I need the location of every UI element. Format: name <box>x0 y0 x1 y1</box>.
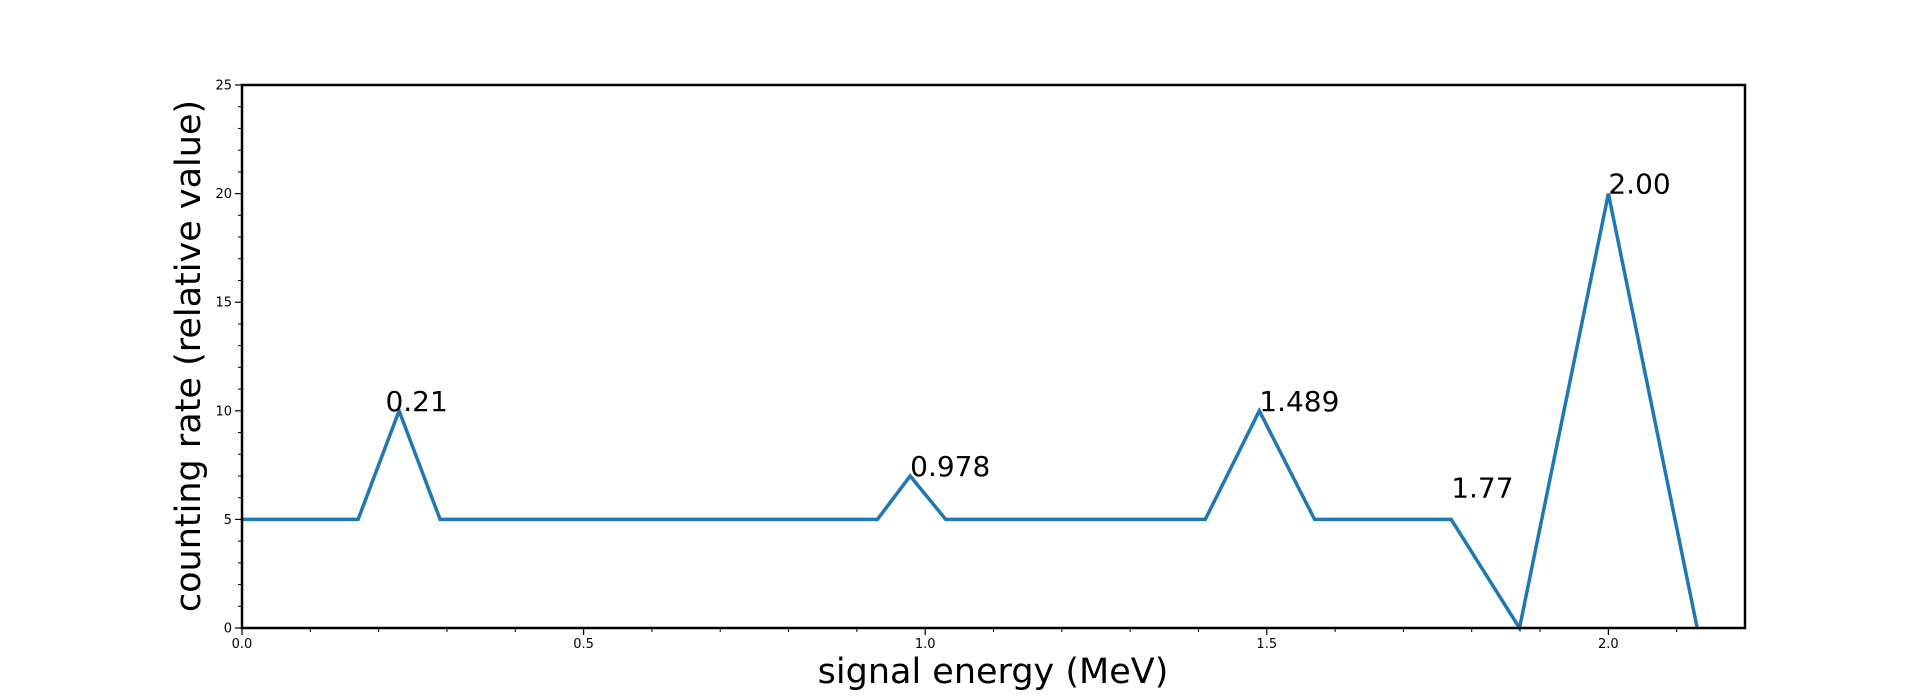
plot-frame <box>240 83 1747 630</box>
peak-annotation: 1.77 <box>1451 472 1513 505</box>
x-tick-label: 0.0 <box>232 637 253 652</box>
x-tick-label: 1.0 <box>915 637 936 652</box>
x-tick-label: 2.0 <box>1598 637 1619 652</box>
x-tick-label: 0.5 <box>573 637 594 652</box>
peak-annotation: 2.00 <box>1608 168 1670 201</box>
series-line <box>242 193 1699 633</box>
minor-ticks <box>238 106 1678 632</box>
y-tick-label: 10 <box>215 404 232 419</box>
y-axis-label: counting rate (relative value) <box>169 100 209 612</box>
y-axis-ticks: 0 5 10 15 20 25 <box>215 79 242 637</box>
x-axis-label: signal energy (MeV) <box>818 652 1169 692</box>
y-tick-label: 20 <box>215 187 232 202</box>
y-tick-label: 25 <box>215 79 232 94</box>
x-tick-label: 1.5 <box>1256 637 1277 652</box>
peak-annotation: 1.489 <box>1259 385 1339 418</box>
peak-annotations: 0.21 0.978 1.489 1.77 2.00 <box>385 168 1670 505</box>
peak-annotation: 0.21 <box>385 385 447 418</box>
peak-annotation: 0.978 <box>910 450 990 483</box>
x-axis-ticks: 0.0 0.5 1.0 1.5 2.0 <box>232 628 1619 652</box>
y-tick-label: 0 <box>224 622 232 637</box>
y-tick-label: 15 <box>215 296 232 311</box>
y-tick-label: 5 <box>224 513 232 528</box>
